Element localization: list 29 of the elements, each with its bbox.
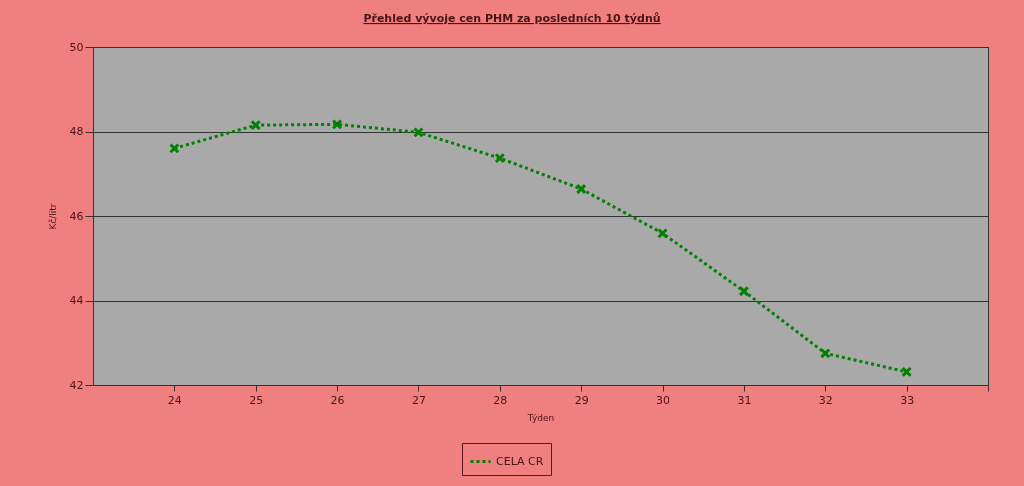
point: [657, 227, 668, 239]
chart-title: Přehled vývoje cen PHM za posledních 10 týdnů: [363, 12, 661, 25]
x-tick-label: 28: [493, 393, 508, 407]
point: [331, 118, 343, 130]
y-tick-label: 46: [69, 209, 84, 223]
x-tick-label: 33: [900, 393, 915, 407]
x-tick-label: 26: [330, 393, 345, 407]
x-tick-label: 27: [411, 393, 426, 407]
point: [494, 152, 506, 164]
x-tick-label: 29: [574, 393, 589, 407]
x-tick-label: 24: [167, 393, 182, 407]
x-tick-label: 25: [249, 393, 264, 407]
point: [738, 285, 750, 297]
point: [250, 119, 262, 131]
y-tick-label: 48: [69, 125, 84, 138]
y-tick-label: 42: [69, 378, 84, 392]
legend-label: CELA CR: [496, 454, 544, 468]
x-tick-label: 31: [737, 393, 752, 407]
point: [168, 143, 180, 154]
y-axis-title: Kč/litr: [47, 203, 58, 230]
point: [575, 183, 587, 195]
y-tick-label: 50: [69, 40, 84, 54]
x-axis-title: Týden: [526, 412, 555, 423]
y-tick-label: 44: [69, 294, 84, 307]
point: [901, 366, 913, 378]
x-tick-label: 32: [818, 393, 833, 407]
point: [413, 126, 424, 138]
x-tick-label: 30: [656, 393, 671, 407]
point: [819, 347, 831, 359]
